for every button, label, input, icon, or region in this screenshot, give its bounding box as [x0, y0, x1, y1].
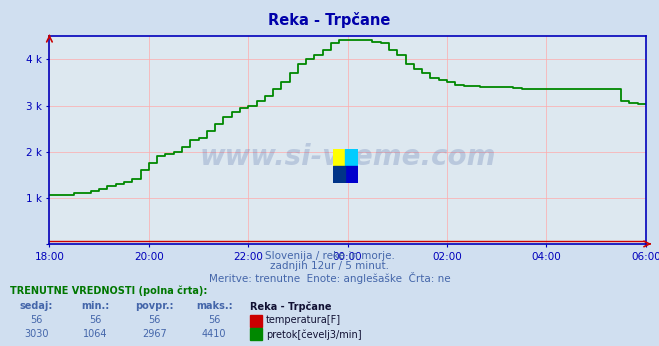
Text: 56: 56 — [208, 315, 220, 325]
Text: 56: 56 — [30, 315, 42, 325]
Text: temperatura[F]: temperatura[F] — [266, 315, 341, 325]
Text: 56: 56 — [90, 315, 101, 325]
Bar — [333, 149, 345, 166]
Text: 3030: 3030 — [24, 329, 49, 339]
Text: min.:: min.: — [82, 301, 109, 311]
Text: 2967: 2967 — [142, 329, 167, 339]
Text: Reka - Trpčane: Reka - Trpčane — [250, 301, 332, 311]
Text: Reka - Trpčane: Reka - Trpčane — [268, 12, 391, 28]
Text: 4410: 4410 — [202, 329, 227, 339]
Text: povpr.:: povpr.: — [136, 301, 174, 311]
Text: www.si-vreme.com: www.si-vreme.com — [200, 143, 496, 171]
Text: Slovenija / reke in morje.: Slovenija / reke in morje. — [264, 251, 395, 261]
Polygon shape — [333, 166, 345, 183]
Text: 1064: 1064 — [83, 329, 108, 339]
Text: 56: 56 — [149, 315, 161, 325]
Text: pretok[čevelj3/min]: pretok[čevelj3/min] — [266, 329, 362, 340]
Text: zadnjih 12ur / 5 minut.: zadnjih 12ur / 5 minut. — [270, 261, 389, 271]
Text: maks.:: maks.: — [196, 301, 233, 311]
Bar — [345, 149, 358, 166]
Text: sedaj:: sedaj: — [20, 301, 53, 311]
Text: TRENUTNE VREDNOSTI (polna črta):: TRENUTNE VREDNOSTI (polna črta): — [10, 285, 208, 296]
Text: Meritve: trenutne  Enote: anglešaške  Črta: ne: Meritve: trenutne Enote: anglešaške Črta… — [209, 272, 450, 284]
Bar — [345, 166, 358, 183]
